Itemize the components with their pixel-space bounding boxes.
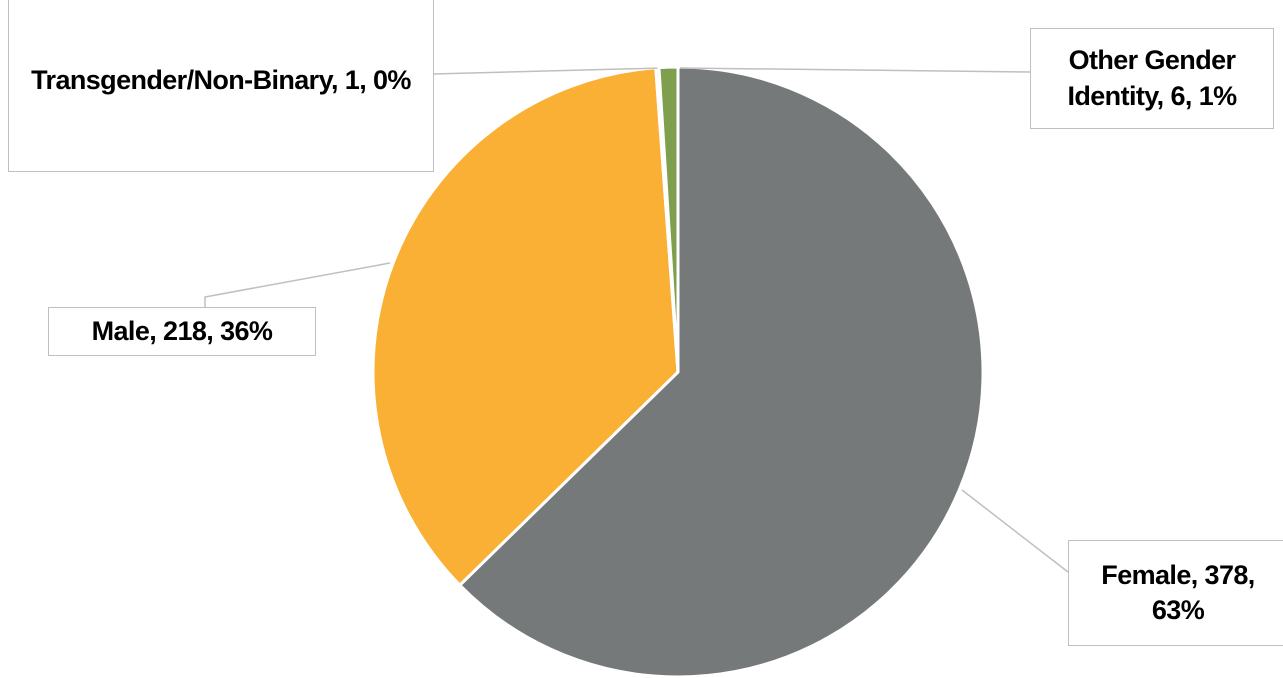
leader-line <box>679 67 1031 73</box>
data-label: Other Gender Identity, 6, 1% <box>1030 28 1274 129</box>
data-label: Female, 378, 63% <box>1068 540 1283 646</box>
data-label: Transgender/Non-Binary, 1, 0% <box>8 0 434 172</box>
leader-line <box>961 489 1069 573</box>
pie-slice <box>371 66 680 588</box>
pie-slice <box>657 65 680 373</box>
leader-line <box>204 262 391 307</box>
leader-line <box>432 67 663 75</box>
data-label: Male, 218, 36% <box>48 307 316 356</box>
pie-slice <box>457 65 985 678</box>
